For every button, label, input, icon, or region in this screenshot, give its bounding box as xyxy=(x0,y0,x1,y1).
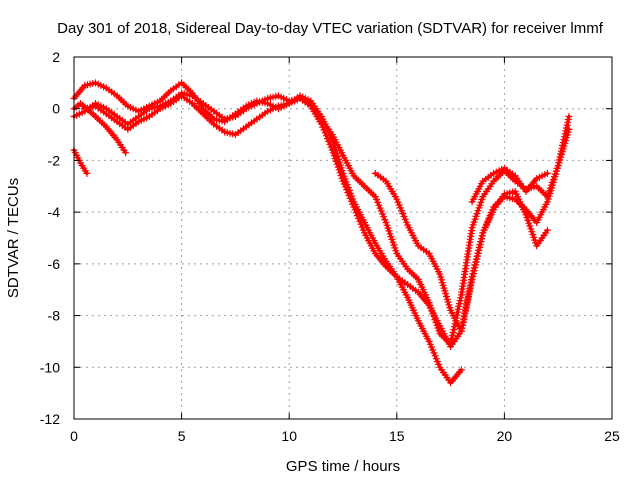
plot-frame xyxy=(73,56,613,420)
series-satellite-track-c xyxy=(70,79,465,387)
data-point-marker xyxy=(543,226,551,234)
data-point-marker xyxy=(122,149,130,157)
x-axis-tick-labels: 0 5 10 15 20 25 xyxy=(70,428,620,444)
series-trace xyxy=(83,94,571,349)
y-axis-tick-labels: -12 -10 -8 -6 -4 -2 0 2 xyxy=(40,49,60,427)
x-tick-label: 10 xyxy=(281,428,297,444)
series-trace xyxy=(373,171,549,333)
y-tick-label: -4 xyxy=(48,204,61,220)
y-tick-label: -2 xyxy=(48,152,61,168)
chart-title: Day 301 of 2018, Sidereal Day-to-day VTE… xyxy=(57,20,604,37)
data-point-marker xyxy=(543,169,551,177)
series-trace xyxy=(72,91,571,346)
y-tick-label: 0 xyxy=(52,101,60,117)
y-tick-label: 2 xyxy=(52,49,60,65)
data-series xyxy=(70,79,573,387)
axis-ticks xyxy=(73,56,613,420)
x-tick-label: 15 xyxy=(389,428,405,444)
grid-lines xyxy=(74,57,612,419)
x-tick-label: 20 xyxy=(497,428,513,444)
y-axis-label: SDTVAR / TECUs xyxy=(5,178,22,298)
x-tick-label: 25 xyxy=(604,428,620,444)
y-tick-label: -10 xyxy=(40,359,60,375)
x-axis-label: GPS time / hours xyxy=(286,458,400,475)
y-tick-label: -12 xyxy=(40,411,60,427)
series-satellite-track-g xyxy=(468,164,551,206)
y-tick-label: -6 xyxy=(48,256,61,272)
data-point-marker xyxy=(457,366,465,374)
x-tick-label: 0 xyxy=(70,428,78,444)
series-satellite-track-b xyxy=(70,146,91,177)
data-point-marker xyxy=(565,113,573,120)
x-tick-label: 5 xyxy=(178,428,186,444)
data-point-marker xyxy=(83,169,91,177)
series-satellite-track-f xyxy=(371,169,551,335)
y-tick-label: -8 xyxy=(48,308,61,324)
